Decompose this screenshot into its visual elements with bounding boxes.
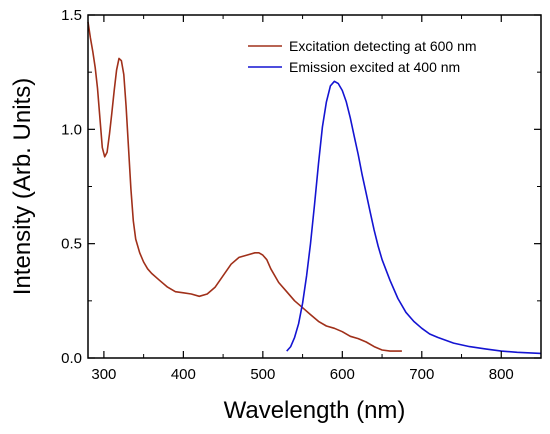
x-tick-label: 700 bbox=[409, 366, 434, 383]
y-tick-label: 1.0 bbox=[61, 121, 82, 138]
x-tick-label: 800 bbox=[489, 366, 514, 383]
series-line-excitation bbox=[87, 21, 402, 352]
y-tick-label: 0.5 bbox=[61, 236, 82, 253]
x-tick-label: 400 bbox=[171, 366, 196, 383]
legend-label-excitation: Excitation detecting at 600 nm bbox=[289, 38, 477, 54]
y-tick-label: 1.5 bbox=[61, 7, 82, 24]
x-tick-label: 300 bbox=[91, 366, 116, 383]
y-tick-label: 0.0 bbox=[61, 350, 82, 367]
y-axis-title: Intensity (Arb. Units) bbox=[9, 78, 36, 295]
legend: Excitation detecting at 600 nm Emission … bbox=[248, 38, 477, 75]
plot-lines bbox=[87, 21, 542, 355]
series-line-emission bbox=[286, 80, 542, 355]
tick-labels: 300 400 500 600 700 800 0.0 0.5 1.0 1.5 bbox=[61, 7, 514, 383]
x-axis-title: Wavelength (nm) bbox=[224, 397, 406, 424]
legend-label-emission: Emission excited at 400 nm bbox=[289, 59, 460, 75]
ticks bbox=[88, 14, 542, 359]
x-tick-label: 600 bbox=[330, 366, 355, 383]
x-tick-label: 500 bbox=[250, 366, 275, 383]
